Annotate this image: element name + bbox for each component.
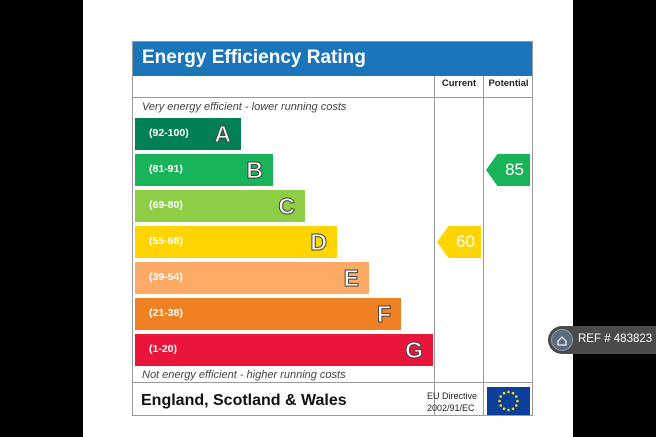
current-rating-arrow: 60: [437, 226, 481, 258]
header-line-left: [133, 97, 434, 98]
chart-title: Energy Efficiency Rating: [142, 47, 366, 68]
band-letter: D: [310, 229, 328, 256]
eu-star: [507, 390, 510, 394]
band-range: (69-80): [149, 199, 183, 211]
column-current: Current: [441, 78, 477, 89]
eu-star: [514, 404, 518, 407]
divider-potential: [483, 76, 484, 416]
band-range: (39-54): [149, 271, 183, 283]
band-range: (81-91): [149, 163, 183, 175]
title-bar: Energy Efficiency Rating: [133, 42, 532, 76]
band-d: (55-68) D: [135, 226, 337, 258]
eu-star: [498, 399, 501, 403]
band-a: (92-100) A: [135, 118, 241, 150]
band-range: (21-38): [149, 307, 183, 319]
band-c: (69-80) C: [135, 190, 305, 222]
band-range: (1-20): [149, 343, 178, 355]
reference-number: REF # 483823: [578, 333, 653, 345]
home-icon: [551, 329, 573, 351]
eu-star: [502, 391, 506, 395]
eu-directive-line1: EU Directive: [427, 391, 478, 401]
top-caption: Very energy efficient - lower running co…: [142, 101, 347, 113]
band-letter: B: [246, 157, 264, 184]
potential-rating-value: 85: [505, 160, 524, 179]
band-letter: E: [343, 265, 359, 292]
bottom-caption: Not energy efficient - higher running co…: [142, 369, 346, 381]
band-range: (55-68): [149, 235, 183, 247]
current-rating-value: 60: [456, 232, 475, 251]
eu-directive: EU Directive 2002/91/EC: [427, 390, 477, 414]
reference-badge: REF # 483823: [548, 326, 656, 354]
eu-star: [516, 399, 519, 403]
band-letter: F: [376, 301, 391, 328]
band-e: (39-54) E: [135, 262, 369, 294]
eu-star: [511, 391, 515, 395]
eu-flag-icon: [487, 387, 530, 415]
eu-star: [511, 407, 515, 411]
band-letter: G: [405, 337, 424, 364]
eu-star: [507, 408, 510, 412]
energy-efficiency-chart: Energy Efficiency Rating Current Potenti…: [132, 41, 533, 416]
band-range: (92-100): [149, 127, 189, 139]
eu-star: [502, 407, 506, 411]
column-potential: Potential: [488, 78, 529, 89]
eu-directive-code: 2002/91/EC: [427, 403, 475, 413]
divider-current: [434, 76, 435, 416]
band-f: (21-38) F: [135, 298, 401, 330]
header-line-right: [434, 97, 532, 98]
band-letter: C: [278, 193, 296, 220]
region-label: England, Scotland & Wales: [141, 392, 347, 409]
eu-star: [499, 404, 503, 407]
eu-star: [499, 395, 503, 398]
potential-rating-arrow: 85: [486, 154, 530, 186]
footer-line: [133, 382, 532, 383]
band-letter: A: [214, 121, 232, 148]
eu-star: [514, 395, 518, 398]
band-g: (1-20) G: [135, 334, 433, 366]
band-b: (81-91) B: [135, 154, 273, 186]
